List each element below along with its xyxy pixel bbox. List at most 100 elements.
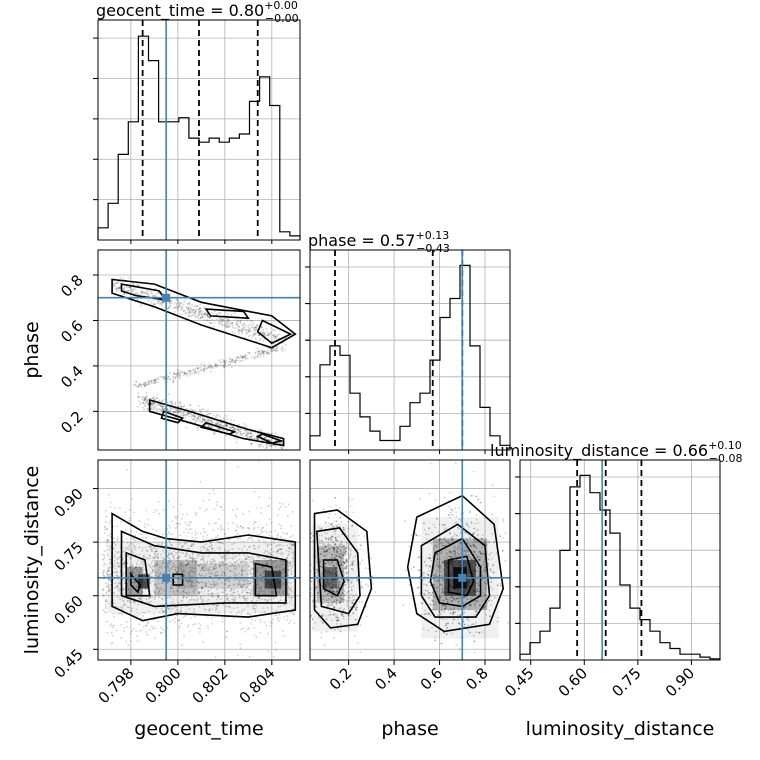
scatter-point (124, 604, 127, 607)
scatter-point (129, 558, 132, 561)
scatter-point (160, 302, 163, 305)
scatter-point (139, 569, 142, 571)
scatter-point (150, 397, 153, 400)
scatter-point (197, 317, 200, 320)
scatter-point (266, 505, 269, 508)
scatter-point (254, 609, 257, 612)
scatter-point (253, 329, 256, 332)
scatter-point (223, 360, 225, 363)
scatter-point (200, 591, 203, 593)
scatter-point (144, 384, 147, 387)
scatter-point (234, 312, 236, 314)
scatter-point (204, 582, 206, 584)
scatter-point (231, 564, 234, 566)
scatter-point (262, 580, 265, 583)
scatter-point (266, 334, 269, 337)
scatter-point (138, 566, 140, 568)
scatter-point (154, 379, 156, 382)
scatter-point (188, 412, 191, 414)
scatter-point (234, 361, 237, 364)
scatter-point (219, 574, 222, 576)
scatter-point (156, 563, 159, 566)
scatter-point (268, 518, 271, 521)
scatter-point (291, 603, 294, 606)
scatter-point (150, 381, 152, 384)
scatter-point (255, 559, 258, 562)
scatter-point (125, 549, 127, 551)
scatter-point (184, 416, 187, 419)
scatter-point (258, 445, 261, 448)
scatter-point (238, 430, 241, 433)
scatter-point (206, 413, 209, 416)
scatter-point (241, 356, 244, 358)
scatter-point (240, 330, 243, 333)
scatter-point (270, 349, 273, 351)
scatter-point (201, 315, 204, 318)
scatter-point (173, 306, 176, 309)
scatter-point (161, 556, 163, 559)
scatter-point (230, 587, 233, 590)
scatter-point (133, 511, 136, 514)
scatter-point (156, 561, 158, 564)
scatter-point (179, 568, 182, 571)
scatter-point (219, 598, 222, 600)
scatter-point (241, 589, 244, 592)
scatter-point (193, 558, 195, 560)
scatter-point (257, 526, 260, 529)
scatter-point (265, 523, 268, 526)
scatter-point (215, 593, 218, 595)
scatter-point (160, 582, 163, 584)
scatter-point (160, 626, 163, 629)
scatter-point (143, 381, 146, 384)
scatter-point (177, 306, 180, 309)
scatter-point (279, 548, 281, 551)
scatter-point (175, 590, 178, 592)
scatter-point (429, 462, 432, 465)
scatter-point (167, 554, 170, 557)
scatter-point (144, 396, 147, 399)
scatter-point (198, 591, 201, 594)
scatter-point (248, 566, 250, 568)
scatter-point (194, 534, 197, 536)
scatter-point (186, 308, 189, 311)
scatter-point (211, 608, 214, 611)
scatter-point (292, 613, 295, 616)
scatter-point (113, 537, 115, 540)
scatter-point (166, 408, 169, 411)
scatter-point (279, 599, 282, 602)
scatter-point (236, 320, 238, 323)
scatter-point (235, 566, 238, 568)
scatter-point (266, 563, 268, 565)
scatter-point (147, 524, 150, 526)
scatter-point (256, 323, 259, 326)
scatter-point (240, 434, 242, 436)
scatter-point (167, 565, 170, 568)
scatter-point (190, 312, 193, 315)
scatter-point (129, 571, 132, 573)
scatter-point (237, 547, 240, 550)
scatter-point (105, 515, 108, 518)
scatter-point (181, 570, 184, 572)
scatter-point (212, 604, 215, 606)
scatter-point (267, 334, 270, 337)
scatter-point (210, 587, 213, 590)
scatter-point (198, 308, 201, 311)
scatter-point (150, 290, 153, 293)
scatter-point (174, 621, 177, 624)
scatter-point (181, 602, 184, 605)
scatter-point (291, 557, 294, 559)
scatter-point (210, 571, 213, 574)
scatter-point (205, 584, 208, 587)
scatter-point (150, 408, 153, 410)
scatter-point (174, 307, 177, 309)
scatter-point (266, 349, 269, 352)
scatter-point (303, 560, 305, 562)
scatter-point (114, 565, 117, 567)
scatter-point (173, 575, 176, 578)
scatter-point (209, 542, 212, 544)
scatter-point (194, 511, 196, 514)
scatter-point (229, 363, 231, 366)
scatter-point (250, 432, 253, 435)
scatter-point (282, 572, 284, 575)
scatter-point (134, 601, 137, 604)
